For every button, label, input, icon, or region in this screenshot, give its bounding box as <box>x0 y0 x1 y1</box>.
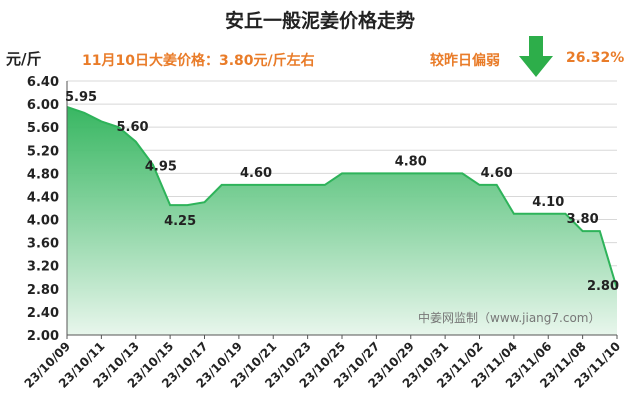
chart-title: 安丘一般泥姜价格走势 <box>224 10 415 32</box>
data-label: 4.25 <box>164 214 196 229</box>
y-tick-label: 6.40 <box>27 75 59 90</box>
y-tick-label: 4.40 <box>27 190 59 205</box>
y-tick-label: 5.60 <box>27 121 59 136</box>
price-area <box>67 106 617 336</box>
y-tick-label: 2.40 <box>27 306 59 321</box>
data-label: 4.60 <box>481 166 513 181</box>
down-arrow-icon <box>519 36 553 77</box>
data-label: 4.10 <box>532 195 564 210</box>
headline-price: 11月10日大姜价格：3.80元/斤左右 <box>82 53 315 69</box>
y-tick-label: 4.80 <box>27 167 59 182</box>
y-tick-label: 3.60 <box>27 237 59 252</box>
y-tick-label: 2.80 <box>27 283 59 298</box>
watermark: 中姜网监制（www.jiang7.com） <box>418 311 601 325</box>
change-percent: 26.32% <box>566 50 625 66</box>
compare-label: 较昨日偏弱 <box>430 53 500 69</box>
data-label: 5.95 <box>65 90 97 105</box>
y-tick-label: 3.20 <box>27 260 59 275</box>
y-tick-label: 6.00 <box>27 98 59 113</box>
data-label: 4.95 <box>145 160 177 175</box>
data-label: 4.80 <box>395 154 427 169</box>
data-label: 5.60 <box>117 120 149 135</box>
y-tick-label: 5.20 <box>27 144 59 159</box>
price-line <box>66 106 618 290</box>
y-tick-label: 2.00 <box>27 329 59 344</box>
y-unit-label: 元/斤 <box>6 50 42 68</box>
data-label: 4.60 <box>240 166 272 181</box>
data-label: 2.80 <box>587 279 619 294</box>
data-label: 3.80 <box>567 212 599 227</box>
down-arrow-shape <box>519 36 553 77</box>
y-tick-label: 4.00 <box>27 214 59 229</box>
